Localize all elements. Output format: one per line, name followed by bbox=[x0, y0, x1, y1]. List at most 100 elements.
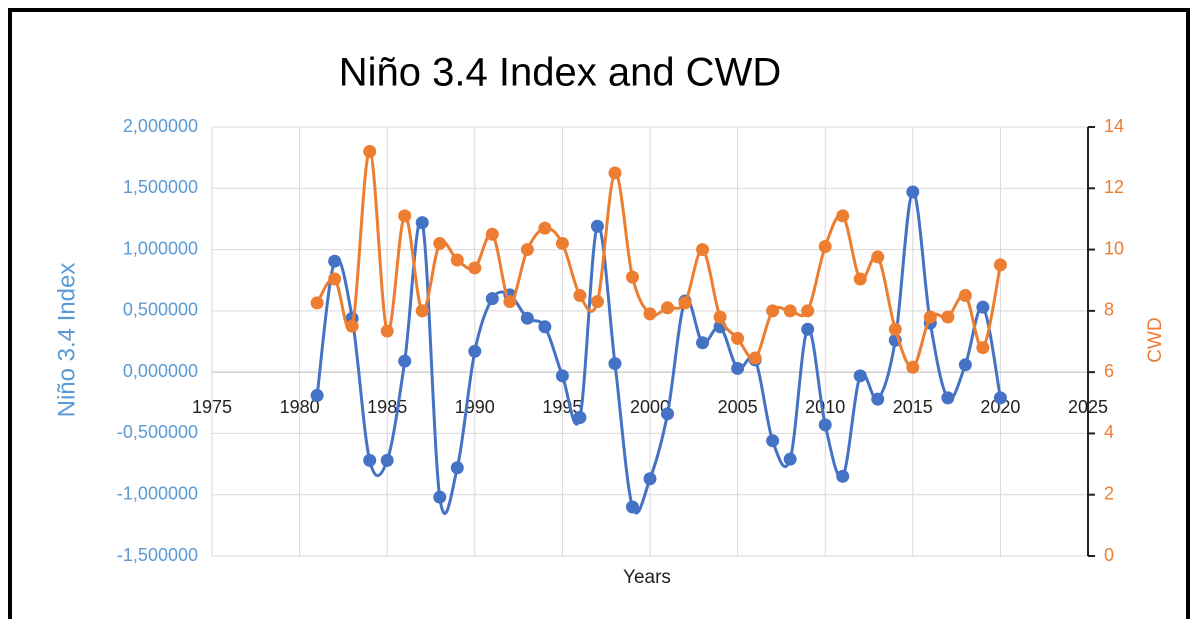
y-tick-label: 1,000000 bbox=[123, 238, 198, 258]
y2-tick-label: 12 bbox=[1104, 177, 1124, 197]
x-tick-label: 2015 bbox=[893, 397, 933, 417]
data-point bbox=[485, 227, 499, 241]
x-tick-label: 1975 bbox=[192, 397, 232, 417]
data-point bbox=[766, 434, 780, 448]
data-point bbox=[433, 490, 447, 504]
data-point bbox=[801, 322, 815, 336]
data-point bbox=[520, 243, 534, 257]
data-point bbox=[538, 320, 552, 334]
y-tick-label: -0,500000 bbox=[117, 422, 198, 442]
data-point bbox=[958, 358, 972, 372]
data-point bbox=[678, 296, 692, 310]
data-point bbox=[853, 272, 867, 286]
data-point bbox=[993, 391, 1007, 405]
data-point bbox=[801, 304, 815, 318]
data-point bbox=[836, 469, 850, 483]
y-tick-label: -1,000000 bbox=[117, 483, 198, 503]
data-point bbox=[696, 243, 710, 257]
x-tick-label: 2005 bbox=[718, 397, 758, 417]
data-point bbox=[608, 357, 622, 371]
data-point bbox=[643, 472, 657, 486]
data-point bbox=[450, 253, 464, 267]
data-point bbox=[923, 310, 937, 324]
data-point bbox=[976, 300, 990, 314]
data-point bbox=[818, 240, 832, 254]
series-line bbox=[315, 150, 1002, 369]
data-point bbox=[555, 236, 569, 250]
y2-tick-label: 4 bbox=[1104, 422, 1114, 442]
data-point bbox=[573, 410, 587, 424]
data-point bbox=[485, 292, 499, 306]
y-tick-label: 0,500000 bbox=[123, 300, 198, 320]
data-point bbox=[713, 310, 727, 324]
y-tick-label: -1,500000 bbox=[117, 545, 198, 565]
data-point bbox=[328, 272, 342, 286]
data-point bbox=[731, 331, 745, 345]
data-point bbox=[696, 336, 710, 350]
frame bbox=[8, 8, 1190, 619]
data-point bbox=[783, 304, 797, 318]
data-point bbox=[783, 452, 797, 466]
data-point bbox=[871, 250, 885, 264]
data-point bbox=[345, 319, 359, 333]
data-point bbox=[731, 361, 745, 375]
data-point bbox=[871, 392, 885, 406]
data-point bbox=[450, 461, 464, 475]
data-point bbox=[503, 295, 517, 309]
chart-title: Niño 3.4 Index and CWD bbox=[339, 51, 781, 95]
data-point bbox=[380, 324, 394, 338]
data-point bbox=[625, 500, 639, 514]
x-tick-label: 2000 bbox=[630, 397, 670, 417]
x-tick-label: 2020 bbox=[980, 397, 1020, 417]
data-point bbox=[433, 236, 447, 250]
y2-tick-label: 0 bbox=[1104, 545, 1114, 565]
data-point bbox=[836, 209, 850, 223]
data-point bbox=[363, 145, 377, 159]
data-point bbox=[590, 295, 604, 309]
x-tick-label: 1980 bbox=[280, 397, 320, 417]
data-point bbox=[625, 270, 639, 284]
data-point bbox=[888, 322, 902, 336]
data-point bbox=[590, 219, 604, 233]
y2-axis-label: CWD bbox=[1145, 317, 1166, 362]
data-point bbox=[468, 344, 482, 358]
data-point bbox=[766, 304, 780, 318]
y2-tick-label: 8 bbox=[1104, 300, 1114, 320]
data-point bbox=[398, 209, 412, 223]
data-point bbox=[993, 258, 1007, 272]
data-point bbox=[310, 388, 324, 402]
y-tick-label: 0,000000 bbox=[123, 361, 198, 381]
y2-tick-label: 14 bbox=[1104, 116, 1124, 136]
y-tick-label: 1,500000 bbox=[123, 177, 198, 197]
data-point bbox=[415, 304, 429, 318]
data-point bbox=[661, 407, 675, 421]
data-point bbox=[853, 369, 867, 383]
y2-tick-label: 6 bbox=[1104, 361, 1114, 381]
data-point bbox=[573, 289, 587, 303]
data-point bbox=[818, 418, 832, 432]
data-point bbox=[906, 185, 920, 199]
data-point bbox=[748, 351, 762, 365]
data-point bbox=[941, 391, 955, 405]
data-point bbox=[608, 166, 622, 180]
x-tick-label: 2010 bbox=[805, 397, 845, 417]
data-point bbox=[643, 307, 657, 321]
data-point bbox=[941, 310, 955, 324]
data-point bbox=[380, 453, 394, 467]
data-point bbox=[906, 360, 920, 374]
data-point bbox=[520, 311, 534, 325]
data-point bbox=[958, 289, 972, 303]
data-point bbox=[538, 221, 552, 235]
data-point bbox=[976, 341, 990, 355]
data-point bbox=[415, 216, 429, 230]
y2-tick-label: 10 bbox=[1104, 238, 1124, 258]
y2-tick-label: 2 bbox=[1104, 483, 1114, 503]
y-tick-label: 2,000000 bbox=[123, 116, 198, 136]
data-point bbox=[661, 301, 675, 315]
data-point bbox=[328, 254, 342, 268]
data-point bbox=[310, 296, 324, 310]
data-point bbox=[555, 369, 569, 383]
data-point bbox=[363, 453, 377, 467]
